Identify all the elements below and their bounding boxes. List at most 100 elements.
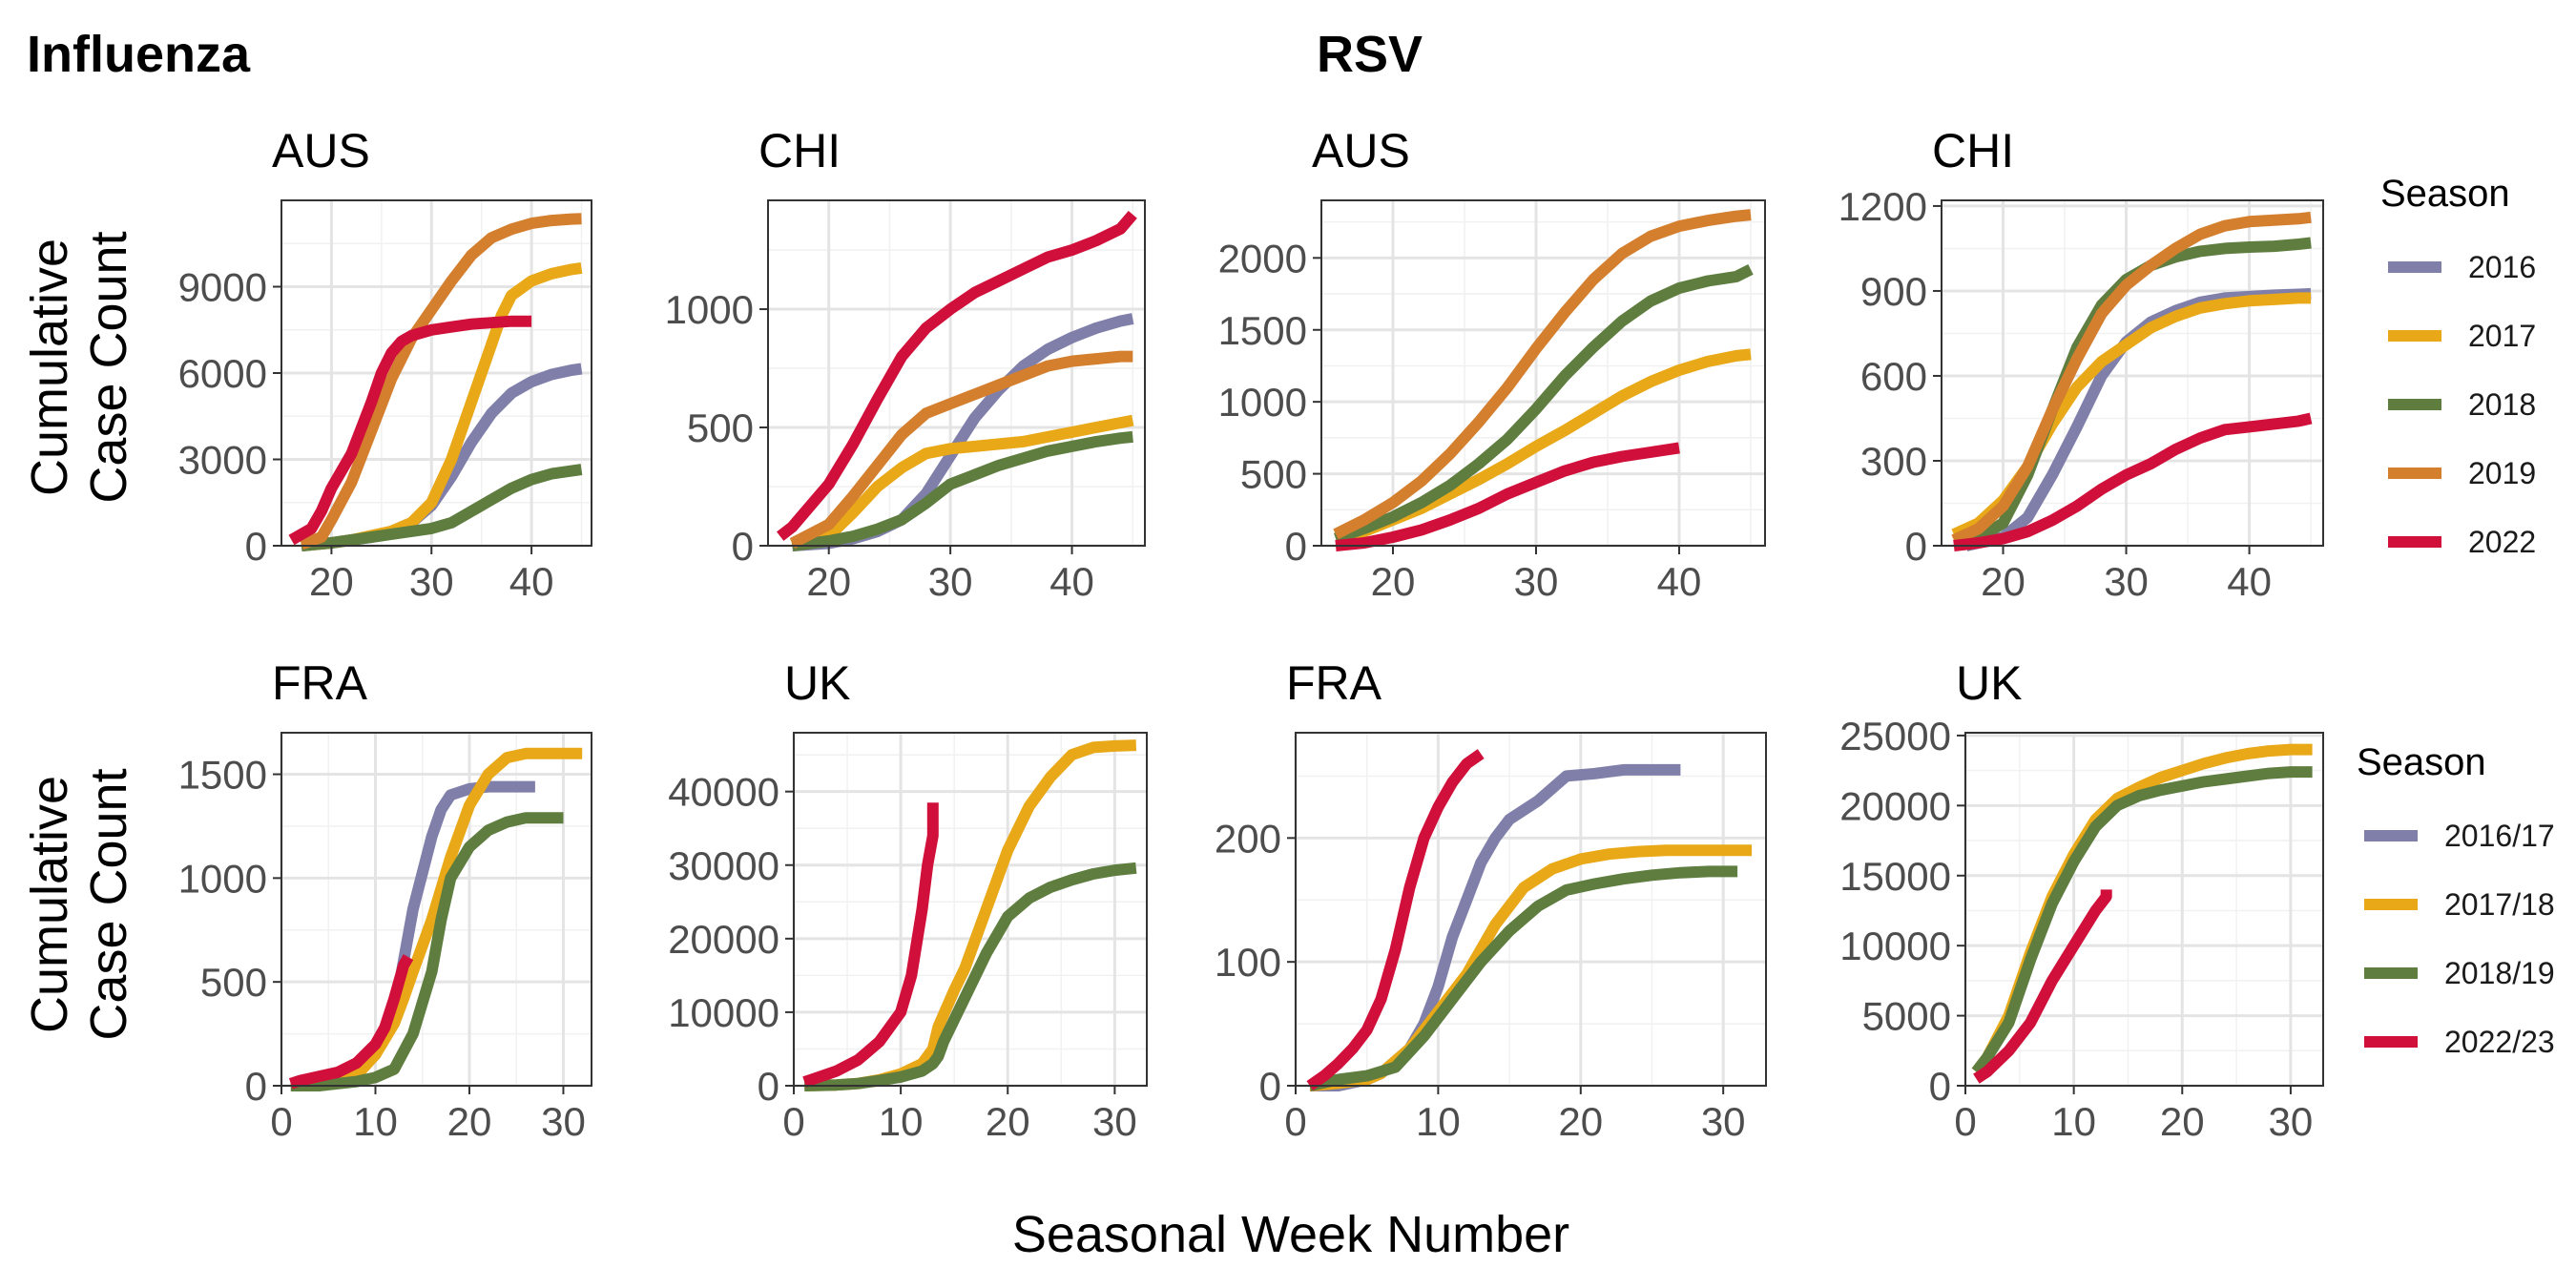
- x-tick-label: 0: [782, 1099, 804, 1144]
- series-line-2022: [1953, 412, 2313, 551]
- series-line-2018-19: [1971, 766, 2313, 1075]
- panel-title: UK: [784, 656, 850, 710]
- y-tick-label: 500: [1240, 452, 1307, 497]
- y-tick-label: 20000: [1839, 783, 1951, 828]
- x-tick-label: 20: [1558, 1099, 1603, 1144]
- chart-panel-influenza-aus: 20 30 40 0 3000 6000 9000 AUS: [178, 124, 592, 604]
- y-tick-label: 0: [1285, 524, 1307, 569]
- panel-title: AUS: [272, 124, 370, 177]
- x-tick-label: 30: [409, 559, 454, 604]
- legend-label-2019: 2019: [2468, 456, 2536, 490]
- series-line-2019: [1333, 209, 1752, 540]
- y-axis-title-line-1: Cumulative: [21, 776, 78, 1033]
- y-axis-title-top: Cumulative Case Count: [21, 231, 137, 503]
- y-tick-label: 0: [1259, 1064, 1281, 1109]
- y-tick-label: 20000: [668, 917, 779, 962]
- y-tick-label: 15000: [1839, 854, 1951, 899]
- series-line-2022: [777, 210, 1137, 541]
- panel-title: AUS: [1312, 124, 1410, 177]
- series-line-2019: [1951, 211, 2312, 546]
- x-tick-label: 10: [1416, 1099, 1461, 1144]
- panel-border: [1320, 199, 1766, 547]
- y-tick-label: 10000: [1839, 924, 1951, 968]
- y-tick-label: 5000: [1862, 994, 1951, 1039]
- x-tick-label: 20: [1981, 559, 2025, 604]
- y-tick-label: 0: [245, 524, 267, 569]
- legend-label-2022: 2022: [2468, 525, 2536, 559]
- section-titles: Influenza RSV: [27, 26, 1423, 83]
- x-tick-label: 20: [806, 559, 851, 604]
- y-tick-label: 200: [1215, 816, 1281, 861]
- series-line-2018-19: [290, 812, 564, 1091]
- y-tick-label: 1200: [1839, 184, 1927, 229]
- x-tick-label: 20: [2160, 1099, 2205, 1144]
- x-tick-label: 10: [879, 1099, 924, 1144]
- legend-seasons-top: Season 2016 2017 2018 2019 2022: [2380, 173, 2536, 559]
- y-tick-label: 1000: [1218, 380, 1307, 425]
- panel-border: [1941, 199, 2324, 547]
- series-line-2022: [1335, 442, 1680, 551]
- x-tick-label: 20: [1371, 559, 1416, 604]
- series-line-2022-23: [1973, 889, 2112, 1084]
- x-tick-label: 10: [2051, 1099, 2096, 1144]
- y-axis-title-line-1: Cumulative: [21, 239, 78, 496]
- x-tick-label: 30: [1514, 559, 1559, 604]
- series-line-2022-23: [1306, 749, 1485, 1091]
- y-tick-label: 6000: [178, 351, 267, 396]
- panel-title: CHI: [1932, 124, 2014, 177]
- panel-title: UK: [1956, 656, 2022, 710]
- y-tick-label: 500: [687, 405, 754, 450]
- panel-border: [1964, 732, 2324, 1087]
- legend-title: Season: [2380, 173, 2510, 215]
- y-tick-label: 1500: [1218, 308, 1307, 353]
- y-tick-label: 25000: [1839, 714, 1951, 758]
- series-line-2018: [791, 430, 1133, 551]
- chart-panel-influenza-chi: 20 30 40 0 500 1000 CHI: [665, 124, 1146, 604]
- panel-border: [280, 732, 592, 1087]
- series-line-2022-23: [288, 954, 414, 1090]
- section-title-influenza: Influenza: [27, 26, 251, 83]
- y-tick-label: 9000: [178, 265, 267, 310]
- y-tick-label: 3000: [178, 438, 267, 483]
- x-tick-label: 0: [1284, 1099, 1306, 1144]
- legend-label-2022-23: 2022/23: [2444, 1025, 2555, 1059]
- panel-border: [1295, 732, 1767, 1087]
- y-tick-label: 500: [200, 960, 267, 1005]
- series-line-2022: [288, 315, 532, 546]
- y-tick-label: 100: [1215, 940, 1281, 985]
- legends: Season 2016 2017 2018 2019 2022 Season 2016/17 2…: [2357, 173, 2555, 1059]
- panel-title: FRA: [272, 656, 368, 710]
- panel-title: FRA: [1286, 656, 1382, 710]
- x-tick-label: 0: [1954, 1099, 1976, 1144]
- chart-panel-influenza-uk: 0 10 20 30 0 10000 20000 30000 40000 UK: [668, 656, 1148, 1144]
- x-tick-label: 20: [447, 1099, 492, 1144]
- section-title-rsv: RSV: [1317, 26, 1423, 83]
- x-tick-label: 30: [541, 1099, 586, 1144]
- x-tick-label: 10: [353, 1099, 398, 1144]
- y-tick-label: 0: [245, 1064, 267, 1109]
- legend-label-2017: 2017: [2468, 319, 2536, 353]
- legend-label-2016: 2016: [2468, 250, 2536, 284]
- x-tick-label: 0: [270, 1099, 292, 1144]
- y-tick-label: 0: [1929, 1064, 1951, 1109]
- y-tick-label: 30000: [668, 843, 779, 888]
- y-tick-label: 900: [1860, 269, 1927, 314]
- y-tick-label: 300: [1860, 439, 1927, 484]
- y-axis-title-bottom: Cumulative Case Count: [21, 768, 137, 1040]
- y-tick-label: 0: [732, 524, 754, 569]
- x-tick-label: 40: [1049, 559, 1094, 604]
- series-line-2018-19: [804, 862, 1137, 1091]
- series-line-2018: [1334, 264, 1754, 545]
- chart-panel-rsv-aus: 20 30 40 0 500 1000 1500 2000 AUS: [1218, 124, 1766, 604]
- x-axis-title: Seasonal Week Number: [1012, 1206, 1569, 1263]
- series-line-2018-19: [1308, 865, 1738, 1091]
- y-tick-label: 0: [1905, 524, 1927, 569]
- series-line-2019: [299, 213, 582, 551]
- legend-label-2018: 2018: [2468, 387, 2536, 422]
- legend-label-2016-17: 2016/17: [2444, 819, 2555, 853]
- y-tick-label: 40000: [668, 770, 779, 815]
- legend-seasons-bottom: Season 2016/17 2017/18 2018/19 2022/23: [2357, 741, 2555, 1059]
